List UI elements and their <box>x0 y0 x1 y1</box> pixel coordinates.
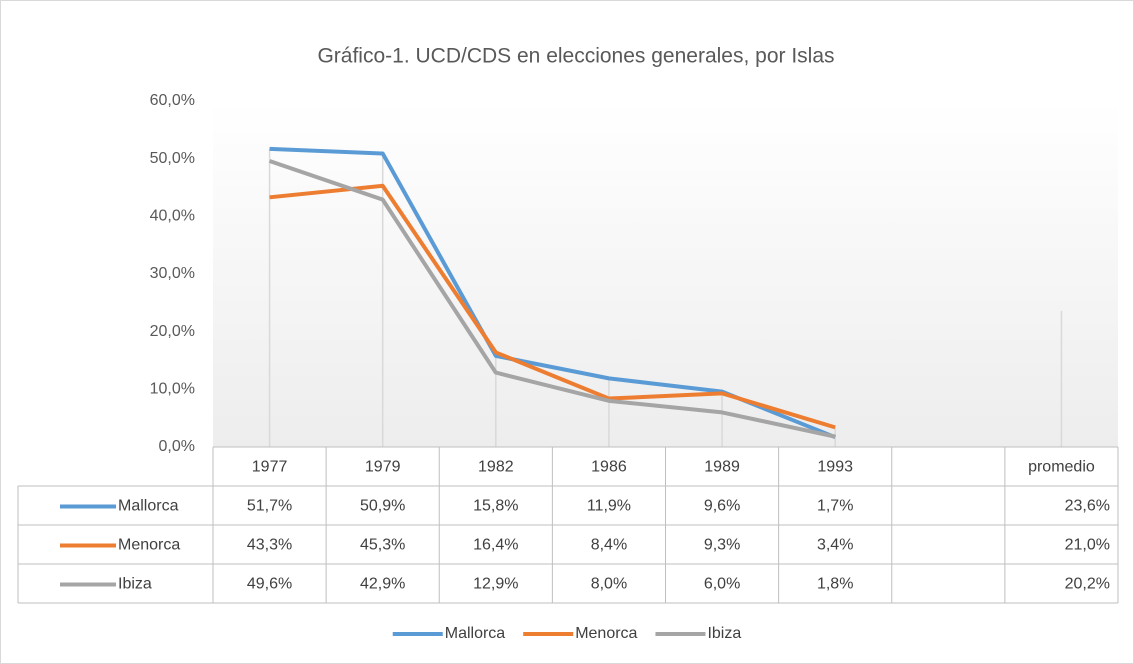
y-tick-label: 30,0% <box>150 265 195 282</box>
x-tick-label: promedio <box>1028 459 1095 476</box>
y-tick-label: 60,0% <box>150 92 195 109</box>
data-label: 42,9% <box>360 576 405 593</box>
data-label: 8,0% <box>591 576 627 593</box>
x-tick-label: 1982 <box>478 459 514 476</box>
x-tick-label: 1989 <box>704 459 740 476</box>
x-tick-label: 1993 <box>817 459 853 476</box>
data-label: 12,9% <box>473 576 518 593</box>
legend-label: Mallorca <box>445 625 506 642</box>
data-label: 8,4% <box>591 537 627 554</box>
y-tick-label: 50,0% <box>150 150 195 167</box>
data-label: 49,6% <box>247 576 292 593</box>
data-label: 16,4% <box>473 537 518 554</box>
table-row-label: Mallorca <box>118 498 179 515</box>
chart-title: Gráfico-1. UCD/CDS en elecciones general… <box>317 45 834 68</box>
data-label: 3,4% <box>817 537 853 554</box>
legend-label: Menorca <box>575 625 637 642</box>
data-label: 23,6% <box>1065 498 1110 515</box>
x-tick-label: 1977 <box>252 459 288 476</box>
data-label: 6,0% <box>704 576 740 593</box>
data-label: 9,3% <box>704 537 740 554</box>
data-label: 51,7% <box>247 498 292 515</box>
y-tick-label: 0,0% <box>159 438 195 455</box>
y-tick-label: 20,0% <box>150 323 195 340</box>
data-label: 20,2% <box>1065 576 1110 593</box>
data-label: 9,6% <box>704 498 740 515</box>
plot-area <box>213 101 1118 447</box>
data-label: 21,0% <box>1065 537 1110 554</box>
y-tick-label: 40,0% <box>150 208 195 225</box>
y-tick-label: 10,0% <box>150 381 195 398</box>
data-label: 43,3% <box>247 537 292 554</box>
legend-label: Ibiza <box>707 625 741 642</box>
table-row-label: Ibiza <box>118 576 152 593</box>
data-label: 1,7% <box>817 498 853 515</box>
table-row-label: Menorca <box>118 537 180 554</box>
data-label: 15,8% <box>473 498 518 515</box>
data-label: 1,8% <box>817 576 853 593</box>
x-tick-label: 1986 <box>591 459 627 476</box>
data-label: 45,3% <box>360 537 405 554</box>
x-tick-label: 1979 <box>365 459 401 476</box>
data-label: 50,9% <box>360 498 405 515</box>
data-label: 11,9% <box>587 498 631 515</box>
